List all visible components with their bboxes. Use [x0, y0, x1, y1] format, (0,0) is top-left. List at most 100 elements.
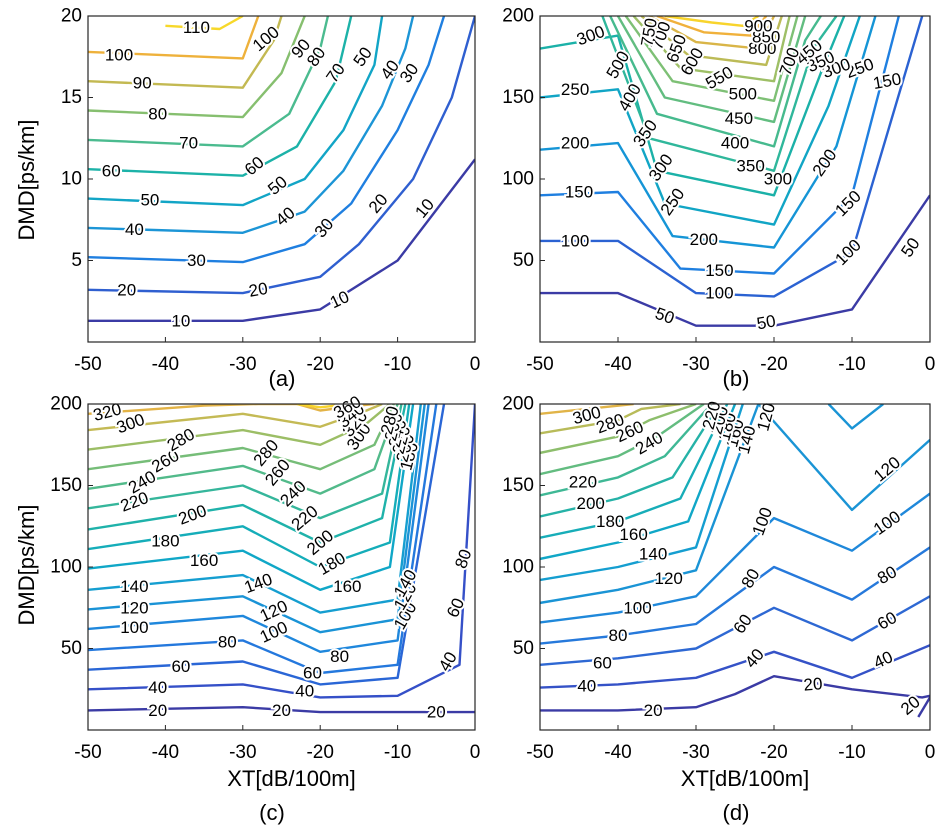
x-tick-label: -20: [760, 354, 787, 375]
contour-line-40: [88, 404, 475, 699]
contour-label: 80: [218, 633, 237, 652]
x-tick-label: 0: [925, 742, 936, 763]
contour-label: 900: [744, 16, 772, 35]
contour-label: 800: [748, 39, 776, 58]
contour-label: 200: [561, 134, 589, 153]
y-tick-label: 200: [50, 394, 82, 415]
x-tick-label: -40: [604, 354, 631, 375]
contour-label: 20: [148, 701, 167, 720]
contour-label: 220: [569, 473, 597, 492]
contour-label: 60: [171, 657, 190, 676]
contour-line-500: [624, 16, 799, 103]
y-tick-label: 150: [502, 475, 534, 496]
x-tick-label: 0: [470, 354, 481, 375]
contour-line-120: [88, 404, 426, 634]
contour-label: 40: [577, 677, 596, 696]
contour-line-280: [88, 404, 391, 451]
contour-line-120b: [827, 404, 884, 430]
contour-line-80: [88, 16, 306, 119]
contour-line-360: [296, 404, 352, 409]
contour-line-50: [540, 194, 930, 327]
contour-label: 300: [764, 170, 792, 189]
x-tick-label: -30: [682, 742, 709, 763]
contour-line-150: [540, 16, 900, 275]
contour-label: 140: [120, 577, 148, 596]
contour-label: 60: [102, 161, 121, 180]
contour-label: 250: [561, 80, 589, 99]
contour-line-260: [540, 404, 697, 455]
y-tick-label: 150: [502, 87, 534, 108]
contour-line-240: [540, 404, 705, 476]
y-tick-label: 20: [61, 6, 82, 27]
x-tick-label: -50: [526, 354, 553, 375]
contour-label: 180: [596, 512, 624, 531]
contour-line-180: [88, 404, 411, 569]
contour-label: 850: [752, 28, 780, 47]
contour-line-100: [540, 492, 930, 624]
plot-area: [540, 16, 930, 342]
contour-line-20: [88, 706, 475, 714]
contour-label: 50: [140, 191, 159, 210]
x-tick-label: 0: [925, 354, 936, 375]
contour-line-100: [540, 16, 924, 298]
contour-line-180: [540, 404, 729, 539]
contour-label: 80: [609, 626, 628, 645]
y-axis-label: DMD[ps/km]: [14, 120, 39, 241]
contour-label: 20: [644, 701, 663, 720]
contour-label: 120: [120, 598, 148, 617]
x-tick-label: -30: [682, 354, 709, 375]
contour-label: 50: [755, 311, 777, 333]
y-tick-label: 100: [502, 169, 534, 190]
contour-lines: [540, 16, 930, 327]
contour-line-50: [88, 16, 384, 207]
x-tick-label: 0: [470, 742, 481, 763]
x-tick-label: -10: [838, 742, 865, 763]
contour-label: 100: [120, 618, 148, 637]
contour-line-10: [88, 158, 475, 322]
contour-label: 90: [133, 73, 152, 92]
contour-line-550: [632, 16, 791, 83]
contour-line-70: [88, 16, 330, 148]
contour-label: 100: [623, 598, 651, 617]
contour-line-120: [540, 404, 930, 605]
contour-label: 60: [303, 664, 322, 683]
contour-line-20: [88, 16, 475, 295]
y-tick-label: 50: [513, 638, 534, 659]
contour-label: 60: [593, 654, 612, 673]
contour-line-60: [540, 595, 930, 666]
contour-line-250: [540, 16, 861, 226]
y-tick-label: 200: [502, 6, 534, 27]
contour-line-30: [88, 16, 446, 264]
y-tick-label: 150: [50, 475, 82, 496]
x-tick-label: -50: [526, 742, 553, 763]
contour-label: 100: [105, 46, 133, 65]
contour-line-300: [540, 16, 846, 197]
contour-line-110: [165, 16, 244, 31]
contour-line-220: [88, 404, 403, 520]
contour-line-300: [88, 404, 383, 432]
contour-label: 40: [148, 678, 167, 697]
contour-line-40: [540, 644, 930, 689]
contour-line-450: [616, 16, 807, 124]
contour-line-700: [648, 16, 776, 50]
contour-label: 10: [171, 311, 190, 330]
contour-lines: [88, 16, 475, 322]
contour-line-240: [88, 404, 399, 495]
contour-label: 100: [705, 284, 733, 303]
x-tick-label: -20: [760, 742, 787, 763]
contour-label: 80: [148, 104, 167, 123]
contour-label: 80: [330, 647, 349, 666]
contour-label: 110: [183, 18, 210, 37]
contour-line-160: [88, 404, 415, 591]
contour-label: 160: [333, 577, 361, 596]
contour-line-90: [88, 16, 283, 89]
x-tick-label: -20: [306, 742, 333, 763]
x-tick-label: -40: [604, 742, 631, 763]
contour-line-160: [540, 404, 737, 561]
x-tick-label: -10: [838, 354, 865, 375]
contour-line-400: [609, 16, 822, 148]
panel-tag: (d): [723, 800, 750, 825]
contour-line-280: [540, 404, 681, 435]
